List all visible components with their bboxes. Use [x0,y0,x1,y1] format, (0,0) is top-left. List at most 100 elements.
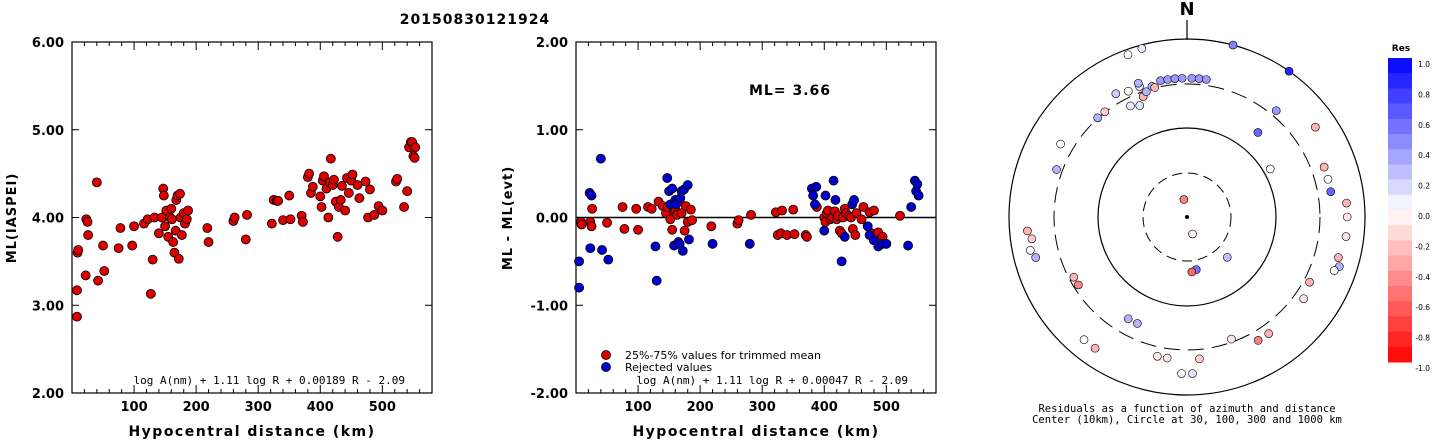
left-data-point [166,203,177,214]
station-marker [1334,253,1343,262]
station-marker [1341,232,1351,241]
ring-100km [1097,127,1277,307]
station-marker [1170,74,1180,83]
left-xtick-label: 500 [369,400,396,415]
trimmed-mean-point [586,221,597,232]
trimmed-mean-point [617,202,628,212]
left-data-point [167,214,177,225]
middle-ytick-label: -2.00 [531,387,568,402]
station-marker [1323,174,1333,184]
colorbar-tick-label: -0.8 [1415,334,1430,343]
trimmed-mean-point [789,229,800,240]
left-x-axis: 100 200 300 400 500 [83,42,421,415]
station-marker [1342,212,1352,222]
station-marker [1023,226,1032,236]
colorbar-cell [1388,103,1412,120]
left-data-point [335,195,346,205]
colorbar-tick-label: -0.2 [1415,242,1430,251]
left-data-point [129,221,139,232]
station-marker [1133,319,1142,328]
north-label: N [1179,0,1194,20]
colorbar-tick-label: 0.0 [1418,212,1430,221]
trimmed-mean-point [788,204,799,215]
station-marker [1079,335,1089,345]
polar-caption-line1: Residuals as a function of azimuth and d… [1038,403,1335,415]
colorbar-title: Res [1392,44,1410,54]
station-marker [1135,101,1145,110]
station-marker [1311,122,1320,132]
station-marker [1150,83,1160,92]
middle-x-axis-label: Hypocentral distance (km) [632,424,879,440]
trimmed-mean-point [665,214,676,225]
station-marker [1265,164,1275,174]
colorbar-tick-label: 1.0 [1418,60,1430,69]
left-data-point [176,230,187,240]
trimmed-mean-point [667,224,678,235]
station-marker [1069,272,1079,282]
left-data-point [80,270,91,281]
left-data-point [158,190,169,201]
station-marker [1187,267,1197,277]
station-marker [1123,314,1133,324]
rejected-point [651,275,662,286]
left-data-point [99,266,110,276]
rejected-point [574,256,585,267]
left-data-point [285,214,296,225]
left-data-point [181,214,192,225]
left-data-point [284,190,295,201]
colorbar-tick-label: -0.4 [1415,273,1430,282]
trimmed-mean-point [576,219,587,230]
trimmed-mean-point [685,204,696,215]
station-marker [1056,139,1065,149]
left-data-point [325,153,336,164]
ring-1000km [1008,38,1366,396]
left-data-point [354,193,365,204]
station-marker [1111,89,1121,98]
station-marker [1026,246,1035,255]
left-data-point [347,169,358,180]
station-marker [1179,195,1189,204]
left-data-point [203,237,214,247]
trimmed-mean-point [733,215,744,226]
station-marker [1253,128,1263,137]
colorbar-cell [1388,210,1412,226]
station-marker [1133,78,1143,88]
middle-ytick-label: -1.00 [531,299,568,314]
station-marker [1228,40,1238,50]
polar-stations [1023,40,1352,378]
left-y-axis-label: ML(IASPEI) [5,173,20,264]
left-data-point [329,174,339,185]
left-data-point [183,205,193,216]
colorbar-tick-label: -1.0 [1415,364,1430,373]
left-data-point [72,311,82,322]
trimmed-mean-point [895,210,905,221]
rejected-point [820,190,831,201]
trimmed-mean-point [850,230,861,240]
trimmed-mean-point [619,224,630,234]
middle-xtick-label: 400 [811,400,838,415]
station-marker [1090,343,1100,353]
ring-30km [1142,172,1232,262]
station-marker [1031,253,1040,262]
middle-data-points [574,153,924,293]
colorbar-cell [1388,240,1412,257]
left-data-point [304,168,315,179]
middle-ytick-label: 1.00 [536,124,568,139]
left-data-point [266,218,277,229]
legend-rejected-label: Rejected values [625,361,712,374]
station-marker [1156,76,1165,86]
rejected-point [828,175,839,186]
rejected-point [595,153,606,164]
left-data-point [297,216,308,227]
rejected-point [744,238,755,249]
left-data-point [173,253,184,264]
trimmed-mean-point [679,225,690,236]
colorbar-cell [1388,164,1412,181]
left-data-point [175,188,185,199]
left-data-point [332,231,343,242]
trimmed-mean-point [602,217,612,228]
rejected-point [808,190,819,201]
trimmed-mean-point [646,203,657,214]
rejected-point [839,231,850,242]
rejected-point [684,234,694,245]
